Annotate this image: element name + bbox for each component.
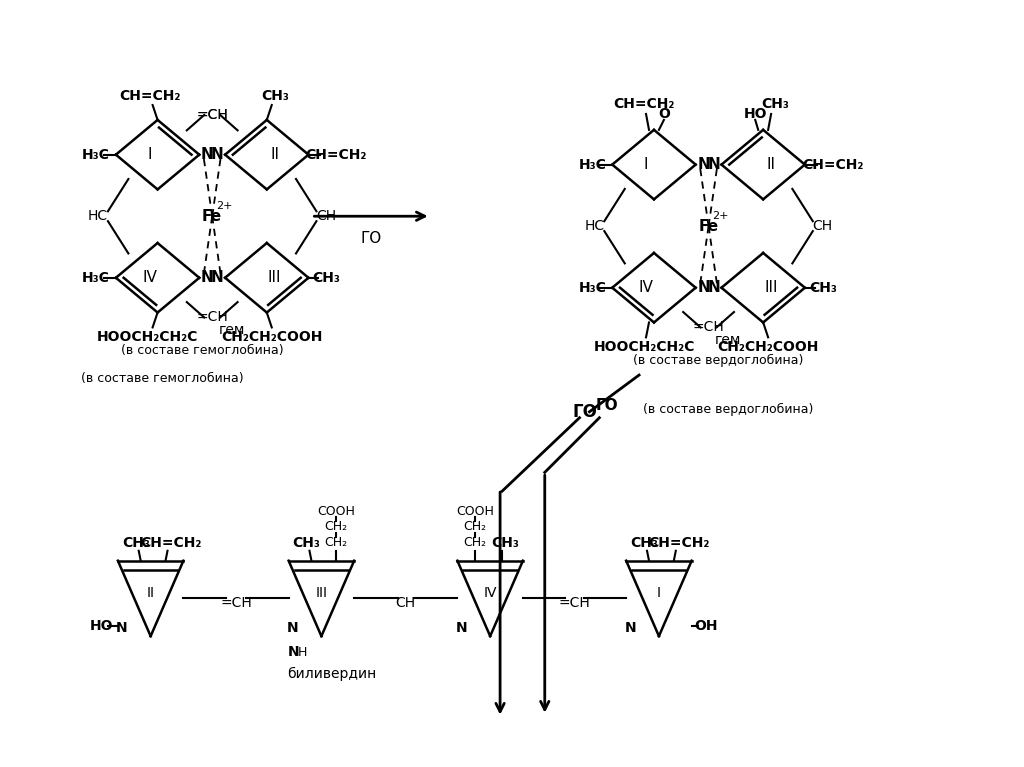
Text: CH₂: CH₂ bbox=[464, 536, 486, 549]
Text: H₃C: H₃C bbox=[579, 157, 606, 172]
Text: =CH: =CH bbox=[197, 108, 228, 122]
Text: N: N bbox=[287, 621, 298, 635]
Text: HO: HO bbox=[743, 107, 767, 121]
Text: N: N bbox=[708, 157, 720, 172]
Text: IV: IV bbox=[639, 280, 653, 295]
Text: Fe: Fe bbox=[202, 209, 222, 224]
Text: N: N bbox=[211, 270, 223, 285]
Text: CH: CH bbox=[813, 219, 833, 233]
Text: N: N bbox=[625, 621, 636, 635]
Text: CH: CH bbox=[395, 597, 416, 611]
Text: H: H bbox=[298, 646, 307, 659]
Text: CH₂: CH₂ bbox=[325, 536, 348, 549]
Text: OH: OH bbox=[694, 619, 718, 634]
Text: N: N bbox=[201, 147, 214, 162]
Text: биливердин: биливердин bbox=[287, 667, 376, 681]
Text: гем: гем bbox=[715, 334, 741, 347]
Text: N: N bbox=[211, 147, 223, 162]
Text: CH=CH₂: CH=CH₂ bbox=[648, 536, 710, 550]
Text: III: III bbox=[268, 270, 282, 285]
Text: III: III bbox=[764, 280, 778, 295]
Text: CH₃: CH₃ bbox=[261, 89, 289, 103]
Text: CH₃: CH₃ bbox=[630, 536, 658, 550]
Text: =CH: =CH bbox=[197, 311, 228, 324]
Text: CH₂: CH₂ bbox=[325, 521, 348, 534]
Text: HC: HC bbox=[585, 219, 604, 233]
Text: ГО: ГО bbox=[596, 398, 618, 413]
Text: CH=CH₂: CH=CH₂ bbox=[802, 157, 863, 172]
Text: =CH: =CH bbox=[197, 108, 228, 122]
Text: Fe: Fe bbox=[698, 219, 719, 234]
Text: CH₂CH₂COOH: CH₂CH₂COOH bbox=[221, 331, 323, 344]
Text: II: II bbox=[146, 587, 155, 601]
Text: =CH: =CH bbox=[559, 597, 591, 611]
Text: II: II bbox=[270, 147, 280, 162]
Text: CH=CH₂: CH=CH₂ bbox=[305, 148, 367, 162]
Text: CH₃: CH₃ bbox=[122, 536, 150, 550]
Text: II: II bbox=[767, 157, 775, 172]
Text: H₃C: H₃C bbox=[82, 271, 110, 285]
Text: H₃C: H₃C bbox=[82, 148, 110, 162]
Text: N: N bbox=[201, 270, 214, 285]
Text: HO: HO bbox=[90, 619, 114, 634]
Text: O: O bbox=[658, 107, 670, 121]
Text: I: I bbox=[644, 157, 648, 172]
Text: CH₂: CH₂ bbox=[464, 521, 486, 534]
Text: I: I bbox=[147, 147, 152, 162]
Text: 2+: 2+ bbox=[216, 201, 232, 211]
Text: CH₃: CH₃ bbox=[809, 281, 837, 295]
Text: =CH: =CH bbox=[692, 321, 724, 334]
Text: I: I bbox=[657, 587, 660, 601]
Text: N: N bbox=[697, 280, 710, 295]
Text: HC: HC bbox=[88, 209, 109, 223]
Text: N: N bbox=[697, 157, 710, 172]
Text: ГО: ГО bbox=[360, 231, 382, 245]
Text: HOOCH₂CH₂C: HOOCH₂CH₂C bbox=[97, 331, 199, 344]
Text: (в составе гемоглобина): (в составе гемоглобина) bbox=[81, 371, 244, 384]
Text: CH: CH bbox=[316, 209, 337, 223]
Text: IV: IV bbox=[483, 587, 497, 601]
Text: N: N bbox=[456, 621, 467, 635]
Text: COOH: COOH bbox=[317, 505, 355, 518]
Text: IV: IV bbox=[142, 270, 157, 285]
Text: (в составе вердоглобина): (в составе вердоглобина) bbox=[633, 354, 804, 367]
Text: HOOCH₂CH₂C: HOOCH₂CH₂C bbox=[593, 341, 694, 354]
Text: гем: гем bbox=[219, 324, 245, 337]
Text: ГО: ГО bbox=[572, 403, 597, 421]
Text: H₃C: H₃C bbox=[579, 281, 606, 295]
Text: CH₃: CH₃ bbox=[293, 536, 321, 550]
Text: (в составе вердоглобина): (в составе вердоглобина) bbox=[643, 403, 814, 416]
Text: =CH: =CH bbox=[220, 597, 252, 611]
Text: CH₃: CH₃ bbox=[312, 271, 340, 285]
Text: CH₂CH₂COOH: CH₂CH₂COOH bbox=[718, 341, 819, 354]
Text: CH=CH₂: CH=CH₂ bbox=[119, 89, 180, 103]
Text: COOH: COOH bbox=[457, 505, 495, 518]
Text: (в составе гемоглобина): (в составе гемоглобина) bbox=[121, 344, 284, 357]
Text: 2+: 2+ bbox=[713, 211, 729, 221]
Text: CH₃: CH₃ bbox=[492, 536, 519, 550]
Text: CH₃: CH₃ bbox=[761, 97, 790, 111]
Text: N: N bbox=[708, 280, 720, 295]
Text: N: N bbox=[116, 621, 128, 635]
Text: CH=CH₂: CH=CH₂ bbox=[613, 97, 675, 111]
Text: CH=CH₂: CH=CH₂ bbox=[140, 536, 201, 550]
Text: N: N bbox=[288, 645, 299, 659]
Text: III: III bbox=[315, 587, 328, 601]
